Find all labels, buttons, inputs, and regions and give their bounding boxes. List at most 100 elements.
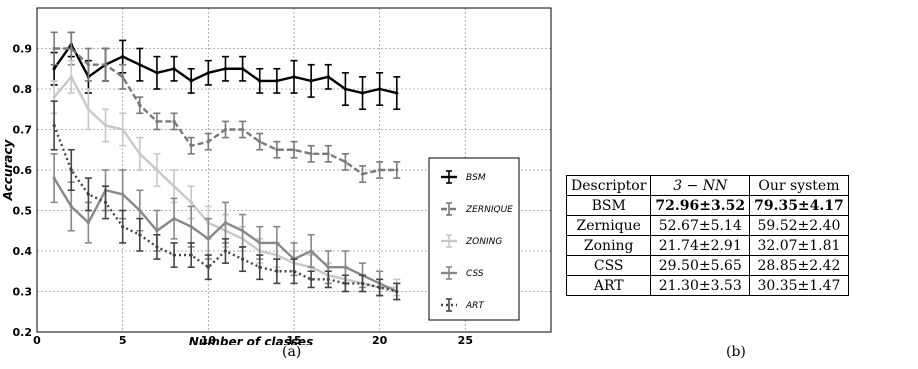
legend-label: ZONING — [465, 237, 502, 247]
y-tick-label: 0.6 — [13, 164, 33, 177]
data-point — [395, 290, 398, 293]
legend-label: ZERNIQUE — [465, 205, 513, 215]
series-css — [51, 154, 401, 300]
data-point — [172, 253, 175, 256]
legend-label: ART — [465, 301, 485, 311]
data-point — [224, 221, 227, 224]
data-point — [344, 266, 347, 269]
y-tick-label: 0.8 — [13, 83, 33, 96]
cell-our-system: 32.07±1.81 — [750, 236, 849, 256]
data-point — [53, 47, 56, 50]
x-tick-label: 20 — [372, 334, 388, 345]
data-point — [138, 152, 141, 155]
table-row: Zernique 52.67±5.14 59.52±2.40 — [567, 216, 849, 236]
data-point — [53, 124, 56, 127]
data-point — [378, 168, 381, 171]
data-point — [155, 245, 158, 248]
data-point — [155, 168, 158, 171]
data-point — [190, 144, 193, 147]
data-point — [310, 249, 313, 252]
data-point — [70, 205, 73, 208]
y-tick-label: 0.2 — [13, 326, 33, 339]
data-point — [258, 140, 261, 143]
data-point — [121, 193, 124, 196]
cell-3nn: 72.96±3.52 — [651, 196, 750, 216]
data-point — [104, 63, 107, 66]
data-point — [258, 266, 261, 269]
header-descriptor: Descriptor — [567, 176, 651, 196]
data-point — [87, 63, 90, 66]
axis-ticks: 0 5 10 15 20 25 0.2 0.3 0.4 0.5 0.6 0.7 0.8 0.9 — [13, 43, 473, 346]
cell-descriptor: Zernique — [567, 216, 651, 236]
table-row: CSS 29.50±5.65 28.85±2.42 — [567, 256, 849, 276]
data-point — [121, 225, 124, 228]
data-point — [327, 278, 330, 281]
data-point — [224, 67, 227, 70]
data-point — [155, 120, 158, 123]
cell-our-system: 28.85±2.42 — [750, 256, 849, 276]
data-point — [104, 201, 107, 204]
data-point — [395, 168, 398, 171]
data-point — [70, 75, 73, 78]
data-point — [190, 253, 193, 256]
data-point — [275, 270, 278, 273]
y-tick-label: 0.9 — [13, 43, 33, 56]
data-point — [361, 91, 364, 94]
series-bsm — [51, 32, 401, 109]
y-tick-label: 0.3 — [13, 286, 33, 299]
cell-descriptor: Zoning — [567, 236, 651, 256]
data-point — [155, 229, 158, 232]
x-tick-label: 0 — [33, 334, 41, 345]
x-tick-label: 25 — [458, 334, 473, 345]
data-point — [138, 233, 141, 236]
data-point — [121, 55, 124, 58]
data-point — [241, 229, 244, 232]
caption-b: (b) — [726, 344, 746, 360]
table-row: ART 21.30±3.53 30.35±1.47 — [567, 276, 849, 296]
data-point — [241, 67, 244, 70]
data-point — [327, 152, 330, 155]
data-point — [258, 241, 261, 244]
cell-descriptor: CSS — [567, 256, 651, 276]
data-point — [292, 270, 295, 273]
legend: BSM ZERNIQUE ZONING CSS ART — [429, 158, 519, 320]
data-point — [207, 266, 210, 269]
data-point — [87, 108, 90, 111]
data-point — [378, 87, 381, 90]
cell-3nn: 21.30±3.53 — [651, 276, 750, 296]
data-point — [241, 258, 244, 261]
data-point — [207, 71, 210, 74]
legend-label: BSM — [466, 173, 486, 183]
table-header-row: Descriptor 3 − NN Our system — [567, 176, 849, 196]
data-point — [344, 282, 347, 285]
caption-a: (a) — [282, 344, 301, 360]
y-tick-label: 0.5 — [13, 205, 33, 218]
cell-3nn: 29.50±5.65 — [651, 256, 750, 276]
data-point — [172, 217, 175, 220]
data-point — [172, 67, 175, 70]
data-point — [53, 67, 56, 70]
cell-our-system: 59.52±2.40 — [750, 216, 849, 236]
data-point — [275, 148, 278, 151]
data-point — [53, 96, 56, 99]
data-point — [344, 160, 347, 163]
data-point — [292, 75, 295, 78]
cell-descriptor: BSM — [567, 196, 651, 216]
data-point — [190, 201, 193, 204]
data-point — [172, 185, 175, 188]
data-point — [310, 278, 313, 281]
data-point — [327, 266, 330, 269]
data-point — [104, 124, 107, 127]
cell-3nn: 21.74±2.91 — [651, 236, 750, 256]
data-point — [344, 87, 347, 90]
data-point — [207, 237, 210, 240]
data-point — [87, 221, 90, 224]
data-point — [258, 79, 261, 82]
header-3nn: 3 − NN — [651, 176, 750, 196]
data-point — [190, 225, 193, 228]
data-point — [310, 152, 313, 155]
data-point — [121, 128, 124, 131]
accuracy-line-chart: 0 5 10 15 20 25 0.2 0.3 0.4 0.5 0.6 0.7 0.8 0.9 Numbe… — [0, 0, 560, 345]
results-table: Descriptor 3 − NN Our system BSM 72.96±3… — [566, 175, 849, 296]
data-point — [241, 128, 244, 131]
